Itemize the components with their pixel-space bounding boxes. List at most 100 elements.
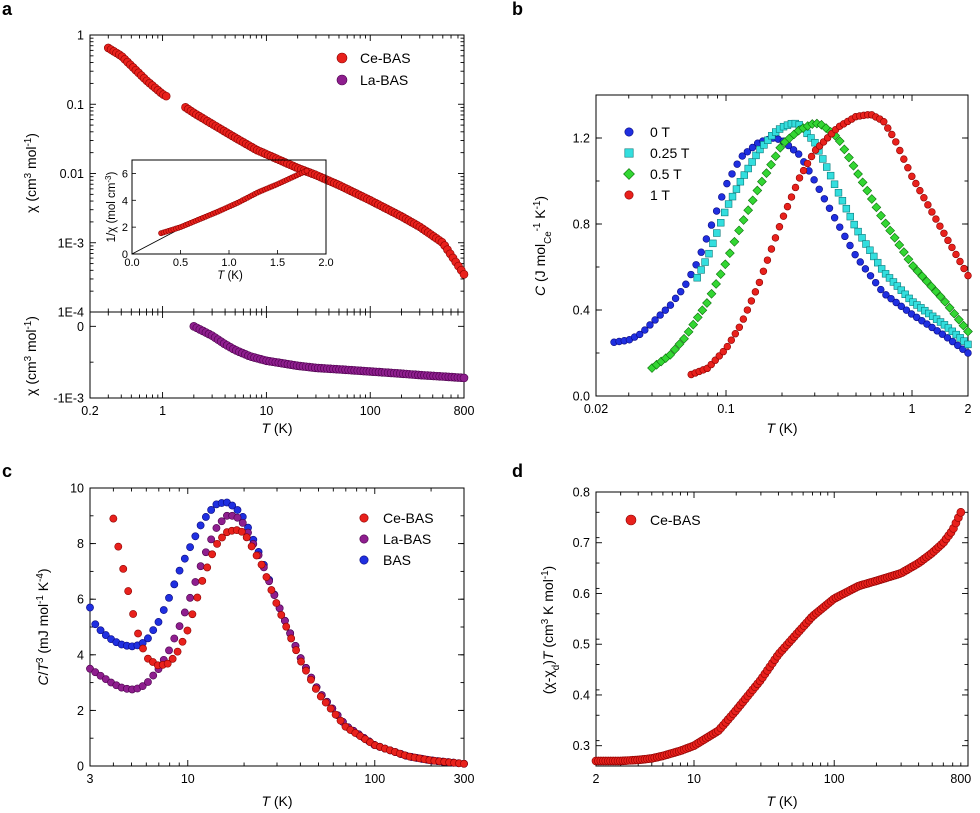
data-point-Ce-BAS <box>188 610 197 619</box>
data-point-1-T <box>795 174 804 182</box>
data-point-0-T <box>836 223 844 231</box>
data-point-Ce-BAS <box>203 563 212 572</box>
data-point-0-T <box>943 334 952 342</box>
data-point-Ce-BAS <box>183 626 192 635</box>
y-axis-label-top: χ (cm3 mol-1) <box>23 133 40 213</box>
data-point-Ce-BAS <box>208 550 217 559</box>
y-tick-label: 0.8 <box>573 486 590 500</box>
x-axis-label: T (K) <box>766 793 797 809</box>
data-point-0-5-T <box>766 159 776 170</box>
data-point-0-5-T <box>711 279 721 289</box>
data-point-0-25-T <box>752 151 760 160</box>
data-point-1-T <box>892 138 900 146</box>
data-point-1-T <box>896 146 904 155</box>
data-point-0-5-T <box>752 185 763 196</box>
data-point-0-T <box>830 214 839 222</box>
y-tick-label: 0.4 <box>573 304 590 318</box>
data-point-1-T <box>767 245 776 253</box>
data-point-0-T <box>954 341 962 350</box>
x-tick-label: 0.02 <box>584 402 608 416</box>
data-point-0-25-T <box>760 141 768 149</box>
data-point-0-25-T <box>732 185 741 193</box>
data-point-1-T <box>956 257 964 266</box>
y-axis-label-bottom: χ (cm3 mol-1) <box>23 316 40 396</box>
data-point-Ce-BAS <box>129 610 138 618</box>
data-point-La-BAS <box>170 634 179 643</box>
data-point-0-5-T <box>899 247 909 257</box>
data-point-La-BAS <box>217 517 226 526</box>
y-tick-label: 8 <box>77 537 84 551</box>
y-tick-label: 1 <box>77 29 84 43</box>
data-point-0-5-T <box>926 281 937 292</box>
data-point-Ce-BAS <box>297 657 305 666</box>
data-point-Ce-BAS <box>257 560 266 569</box>
x-tick-label: 10 <box>259 404 273 418</box>
data-point-La-BAS <box>175 622 184 631</box>
data-point-0-25-T <box>901 290 909 298</box>
data-point-0-25-T <box>728 192 737 201</box>
data-point-0-T <box>697 248 705 256</box>
data-point-BAS <box>159 606 168 614</box>
data-point-0-25-T <box>874 258 882 267</box>
data-point-1-T <box>739 315 748 323</box>
data-point-0-5-T <box>857 177 868 188</box>
data-point-0-25-T <box>819 155 827 163</box>
data-point-0-T <box>712 207 721 215</box>
data-point-0-T <box>723 179 731 188</box>
panel-letter-c: c <box>2 461 12 481</box>
data-point-BAS <box>154 618 163 626</box>
y-tick-label: 0.8 <box>573 218 590 232</box>
data-point-Ce-BAS <box>292 646 300 655</box>
y-axis-label: C (J molCe-1 K-1) <box>532 196 554 296</box>
data-point-Ce-BAS <box>178 637 187 646</box>
data-point-Ce-BAS <box>218 533 226 542</box>
y-tick-label: 0.01 <box>60 167 84 181</box>
data-point-Ce-BAS <box>242 533 251 542</box>
y-tick-label: 6 <box>77 593 84 607</box>
data-point-0-T <box>887 294 895 303</box>
data-point-0-5-T <box>747 195 758 206</box>
data-point-La-BAS <box>144 678 152 686</box>
panel-d: 2 10 100 800 0.3 0.4 0.5 0.6 0.7 0.8 (χ-χd)T (cm3 … <box>540 486 972 810</box>
y-tick-label: 1E-3 <box>58 236 84 250</box>
inset-y-label: 1/χ (mol cm-3) <box>104 171 119 242</box>
data-point-BAS <box>201 513 210 521</box>
data-point-0-T <box>897 302 906 311</box>
data-point-0-25-T <box>834 189 843 197</box>
legend-marker-ce-bas <box>625 514 637 526</box>
legend-marker-la-bas <box>336 74 348 86</box>
inset-y-tick-label: 0 <box>122 249 128 261</box>
data-point-0-25-T <box>748 158 756 166</box>
data-point-0-T <box>902 306 911 314</box>
data-point-la-bas <box>459 373 469 383</box>
y-tick-label: 0.5 <box>573 638 590 652</box>
data-point-0-T <box>687 270 695 279</box>
data-point-0-5-T <box>834 136 845 147</box>
x-tick-label: 10 <box>181 772 195 786</box>
data-point-0-5-T <box>702 298 712 308</box>
legend-label-BAS: BAS <box>383 552 411 568</box>
data-point-1-T <box>940 229 948 237</box>
data-point-1-T <box>747 297 756 305</box>
legend-marker-ce-bas <box>336 52 348 64</box>
data-point-BAS <box>175 566 184 575</box>
x-axis-label: T (K) <box>261 420 292 436</box>
data-point-0-5-T <box>734 225 744 236</box>
data-point-BAS <box>149 626 158 635</box>
data-point-0-5-T <box>738 215 749 225</box>
data-point-0-5-T <box>944 302 955 313</box>
data-point-0-T <box>933 327 941 335</box>
data-point-0-5-T <box>876 210 886 221</box>
data-point-La-BAS <box>180 608 189 617</box>
x-tick-label: 10 <box>687 772 701 786</box>
data-point-Ce-BAS <box>277 611 286 619</box>
y-tick-label: 0.4 <box>573 688 590 702</box>
data-point-0-5-T <box>953 314 964 325</box>
data-point-ce-bas <box>161 91 171 101</box>
data-point-1-T <box>912 179 920 188</box>
data-point-0-T <box>866 272 875 280</box>
data-point-1-T <box>904 164 912 172</box>
data-point-1-T <box>952 250 960 259</box>
data-point-1-T <box>900 155 908 163</box>
data-point-0-T <box>671 294 680 303</box>
